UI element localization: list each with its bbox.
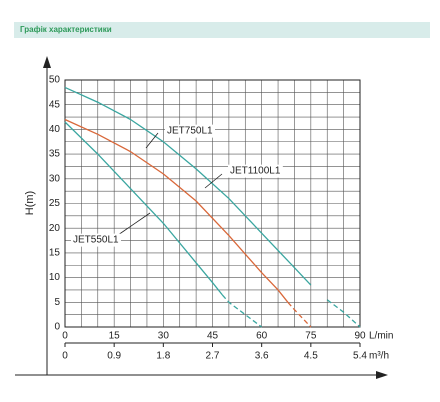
plot-frame — [64, 79, 361, 328]
series-line — [287, 301, 312, 328]
x-tick-label: 90 — [354, 331, 366, 342]
callout-line — [204, 173, 223, 189]
x-tick-label: 45 — [207, 331, 219, 342]
callout-line — [145, 132, 159, 149]
series-line — [64, 118, 289, 303]
series-label-bg — [228, 164, 283, 178]
y-tick-label: 15 — [49, 248, 61, 259]
x2-tick-label: 3.6 — [255, 351, 269, 362]
series-label: JET750L1 — [167, 126, 213, 137]
series-label-bg — [71, 233, 122, 247]
series-label-bg — [165, 124, 216, 138]
series-label: JET550L1 — [73, 235, 119, 246]
x-unit: L/min — [369, 331, 393, 342]
x-tick-label: 30 — [158, 331, 170, 342]
x2-tick-label: 2.7 — [206, 351, 220, 362]
x2-tick-label: 0 — [62, 351, 68, 362]
y-axis-label: H(m) — [24, 191, 36, 215]
y-tick-label: 25 — [49, 198, 61, 209]
y-tick-label: 20 — [49, 223, 61, 234]
y-tick-label: 5 — [54, 297, 60, 308]
header-band — [14, 22, 430, 38]
y-tick-label: 50 — [49, 75, 61, 86]
callout-line — [117, 212, 151, 236]
x-tick-label: 60 — [256, 331, 268, 342]
x2-tick-label: 4.5 — [304, 351, 318, 362]
x2-tick-label: 1.8 — [156, 351, 170, 362]
x-arrow — [376, 371, 388, 379]
x2-tick-label: 5.4 — [353, 351, 367, 362]
y-tick-label: 40 — [49, 124, 61, 135]
y-tick-label: 0 — [54, 322, 60, 333]
x-tick-label: 75 — [305, 331, 317, 342]
x-tick-label: 0 — [62, 331, 68, 342]
y-tick-label: 30 — [49, 173, 61, 184]
y-tick-label: 35 — [49, 149, 61, 160]
x2-tick-label: 0.9 — [107, 351, 121, 362]
chart-title: Графік характеристики — [20, 25, 112, 34]
x-tick-label: 15 — [109, 331, 121, 342]
y-arrow — [43, 56, 51, 68]
series-label: JET1100L1 — [230, 166, 281, 177]
series-line — [64, 86, 312, 286]
x2-unit: m³/h — [369, 351, 389, 362]
y-tick-label: 10 — [49, 272, 61, 283]
series-line — [326, 299, 361, 328]
series-line — [221, 294, 263, 328]
series-line — [64, 121, 223, 296]
y-tick-label: 45 — [49, 99, 61, 110]
